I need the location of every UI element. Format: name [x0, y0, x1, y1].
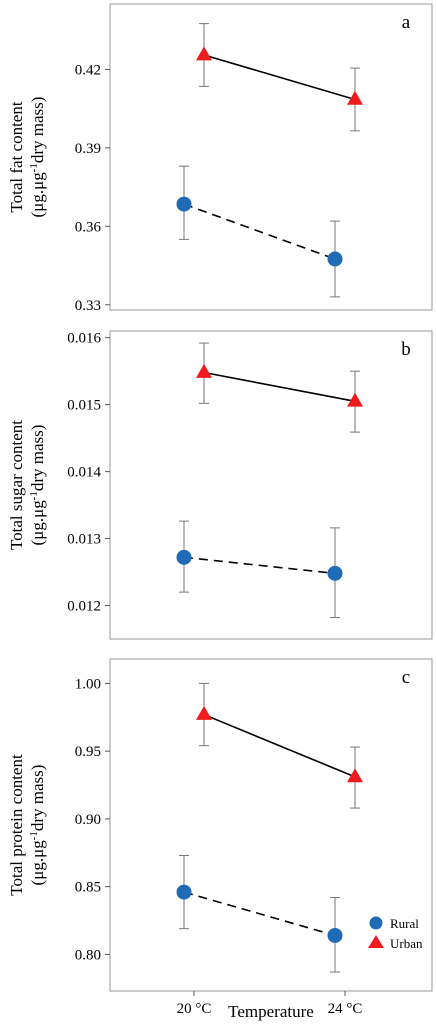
- panel-a: 0.33 0.36 0.39 0.42 Total fat content (μg.μg-…: [7, 3, 433, 314]
- y-tick-label: 0.42: [75, 62, 101, 78]
- y-tick-label: 0.013: [67, 532, 101, 548]
- panel-b: 0.012 0.013 0.014 0.015 0.016 Total sugar con…: [7, 330, 433, 640]
- data-point: [176, 549, 192, 565]
- series-rural: [176, 165, 343, 298]
- series-rural: [176, 854, 343, 973]
- data-point: [347, 768, 363, 783]
- unit-part: (μg.μg: [28, 500, 47, 546]
- data-point: [176, 884, 192, 900]
- y-tick-label: 0.016: [67, 331, 101, 347]
- panel-letter: c: [402, 667, 410, 688]
- y-tick-label: 0.39: [75, 141, 101, 157]
- series-line: [203, 713, 356, 778]
- data-point: [327, 927, 343, 943]
- x-tick-label: 20 °C: [177, 1001, 212, 1017]
- legend-label: Rural: [390, 916, 419, 931]
- series-urban: [196, 682, 363, 809]
- plot-frame: [109, 3, 433, 311]
- y-tick-label: 0.014: [67, 465, 101, 481]
- series-line: [203, 54, 356, 101]
- y-axis-unit-label: (μg.μg-1dry mass): [28, 425, 47, 546]
- panel-letter: a: [402, 12, 411, 33]
- data-point: [196, 46, 212, 61]
- y-axis-label: Total protein content: [7, 754, 26, 896]
- data-point: [327, 251, 343, 267]
- series-line: [183, 203, 336, 260]
- y-axis-unit-label: (μg.μg-1dry mass): [28, 765, 47, 886]
- y-tick-label: 0.90: [75, 812, 101, 828]
- unit-superscript: -1: [28, 163, 40, 172]
- plot-frame: [109, 658, 433, 992]
- series-line: [183, 556, 336, 575]
- legend-marker: [369, 916, 383, 930]
- series-rural: [176, 520, 343, 619]
- panel-c: 0.80 0.85 0.90 0.95 1.00 Total protein conten…: [7, 658, 433, 1021]
- plot-frame: [109, 330, 433, 640]
- unit-part: dry mass): [28, 765, 47, 832]
- data-point: [347, 392, 363, 407]
- y-axis-unit-label: (μg.μg-1dry mass): [28, 97, 47, 218]
- legend: Rural Urban: [368, 916, 423, 951]
- legend-marker: [368, 935, 384, 948]
- y-tick-label: 0.80: [75, 947, 101, 963]
- unit-part: (μg.μg: [28, 172, 47, 218]
- series-urban: [196, 342, 363, 433]
- data-point: [196, 363, 212, 378]
- data-point: [196, 705, 212, 720]
- y-tick-label: 1.00: [75, 676, 101, 692]
- data-point: [176, 196, 192, 212]
- y-axis-label: Total sugar content: [7, 420, 26, 550]
- y-tick-label: 0.012: [67, 599, 101, 615]
- series-line: [203, 371, 356, 403]
- series-line: [183, 891, 336, 937]
- unit-superscript: -1: [28, 491, 40, 500]
- panel-letter: b: [401, 339, 411, 360]
- x-axis-label: Temperature: [228, 1002, 314, 1021]
- x-tick-label: 24 °C: [328, 1001, 363, 1017]
- y-tick-label: 0.015: [67, 398, 101, 414]
- y-tick-label: 0.85: [75, 880, 101, 896]
- y-axis-label: Total fat content: [7, 101, 26, 212]
- unit-part: (μg.μg: [28, 840, 47, 886]
- unit-part: dry mass): [28, 97, 47, 164]
- y-tick-label: 0.95: [75, 744, 101, 760]
- unit-part: dry mass): [28, 425, 47, 492]
- data-point: [347, 90, 363, 105]
- legend-label: Urban: [390, 936, 423, 951]
- y-tick-label: 0.36: [75, 219, 102, 235]
- unit-superscript: -1: [28, 831, 40, 840]
- series-urban: [196, 23, 363, 132]
- y-tick-label: 0.33: [75, 298, 101, 314]
- data-point: [327, 565, 343, 581]
